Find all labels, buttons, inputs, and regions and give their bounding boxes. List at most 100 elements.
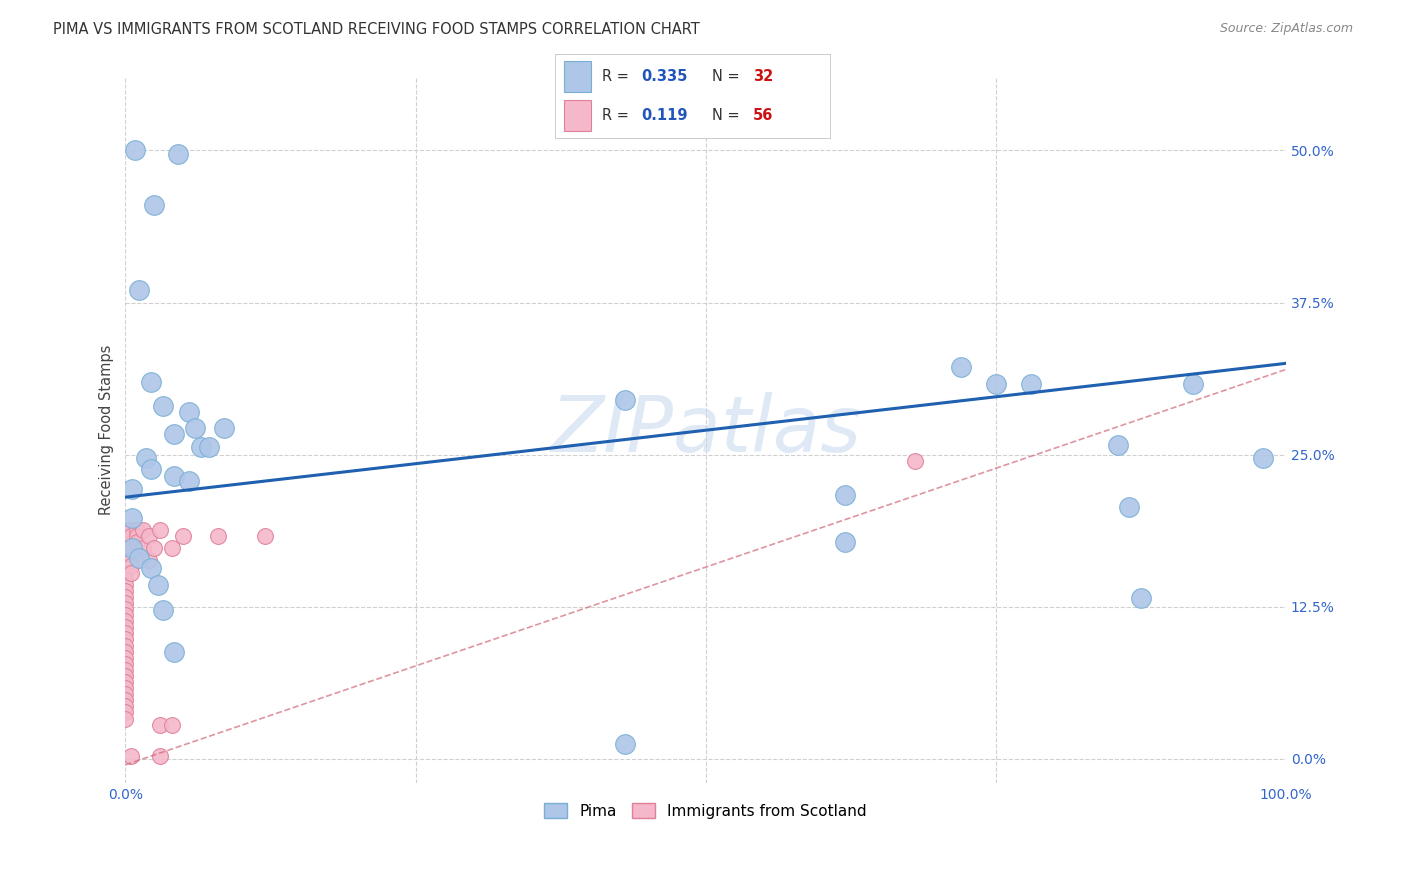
Point — [138, 553, 160, 567]
Point — [253, 529, 276, 543]
Point — [114, 553, 136, 567]
Point — [125, 529, 148, 543]
Point — [125, 535, 148, 549]
Point — [120, 559, 142, 574]
Point — [114, 614, 136, 628]
Text: R =: R = — [602, 108, 638, 123]
Point — [114, 602, 136, 616]
Point — [1118, 500, 1140, 514]
Point — [166, 147, 188, 161]
Point — [114, 645, 136, 659]
Point — [114, 547, 136, 561]
Point — [1182, 377, 1205, 392]
Point — [139, 375, 162, 389]
Point — [149, 717, 172, 731]
Point — [1019, 377, 1042, 392]
Point — [114, 578, 136, 592]
Point — [114, 608, 136, 623]
Point — [149, 749, 172, 764]
Point — [114, 590, 136, 604]
Point — [179, 405, 201, 419]
Point — [124, 144, 146, 158]
Point — [139, 560, 162, 574]
Point — [121, 511, 143, 525]
Point — [120, 523, 142, 537]
Point — [613, 392, 636, 407]
Text: ZIPatlas: ZIPatlas — [550, 392, 862, 468]
Point — [120, 749, 142, 764]
Point — [128, 551, 150, 566]
Point — [114, 712, 136, 726]
FancyBboxPatch shape — [564, 62, 591, 92]
Point — [163, 426, 186, 441]
Point — [121, 482, 143, 496]
Point — [114, 535, 136, 549]
FancyBboxPatch shape — [564, 100, 591, 130]
Point — [198, 440, 221, 454]
Text: 0.119: 0.119 — [641, 108, 688, 123]
Point — [114, 693, 136, 707]
Point — [114, 639, 136, 653]
Point — [190, 440, 212, 454]
Point — [125, 523, 148, 537]
Point — [114, 663, 136, 677]
Point — [114, 523, 136, 537]
Point — [132, 523, 155, 537]
Text: R =: R = — [602, 69, 634, 84]
Point — [114, 541, 136, 556]
Point — [114, 572, 136, 586]
Point — [834, 535, 856, 549]
Point — [143, 198, 166, 212]
Point — [149, 523, 172, 537]
Point — [613, 737, 636, 751]
Point — [160, 541, 183, 556]
Point — [114, 706, 136, 720]
Point — [163, 469, 186, 483]
Point — [212, 421, 235, 435]
Point — [114, 699, 136, 714]
Point — [143, 541, 166, 556]
Point — [1107, 438, 1129, 452]
Point — [173, 529, 195, 543]
Point — [114, 650, 136, 665]
Point — [128, 283, 150, 297]
Point — [163, 645, 186, 659]
Point — [121, 541, 143, 556]
Point — [120, 566, 142, 580]
Point — [138, 529, 160, 543]
Point — [132, 541, 155, 556]
Point — [114, 529, 136, 543]
Point — [146, 578, 169, 592]
Point — [114, 687, 136, 701]
Text: N =: N = — [711, 69, 744, 84]
Point — [152, 399, 174, 413]
Point — [114, 583, 136, 598]
Point — [207, 529, 229, 543]
Point — [114, 596, 136, 610]
Text: 56: 56 — [752, 108, 773, 123]
Point — [1251, 451, 1274, 466]
Point — [114, 626, 136, 640]
Point — [179, 475, 201, 489]
Point — [984, 377, 1007, 392]
Text: 0.335: 0.335 — [641, 69, 688, 84]
Text: PIMA VS IMMIGRANTS FROM SCOTLAND RECEIVING FOOD STAMPS CORRELATION CHART: PIMA VS IMMIGRANTS FROM SCOTLAND RECEIVI… — [53, 22, 700, 37]
Point — [114, 675, 136, 690]
Point — [139, 462, 162, 476]
Y-axis label: Receiving Food Stamps: Receiving Food Stamps — [100, 345, 114, 516]
Point — [120, 529, 142, 543]
Point — [120, 553, 142, 567]
Point — [152, 603, 174, 617]
Point — [114, 620, 136, 634]
Point — [950, 359, 973, 374]
Point — [114, 657, 136, 671]
Point — [120, 541, 142, 556]
Point — [114, 681, 136, 695]
Point — [1129, 591, 1152, 606]
Text: N =: N = — [711, 108, 744, 123]
Legend: Pima, Immigrants from Scotland: Pima, Immigrants from Scotland — [538, 797, 873, 825]
Point — [114, 669, 136, 683]
Point — [135, 451, 157, 466]
Point — [904, 453, 927, 467]
Point — [114, 566, 136, 580]
